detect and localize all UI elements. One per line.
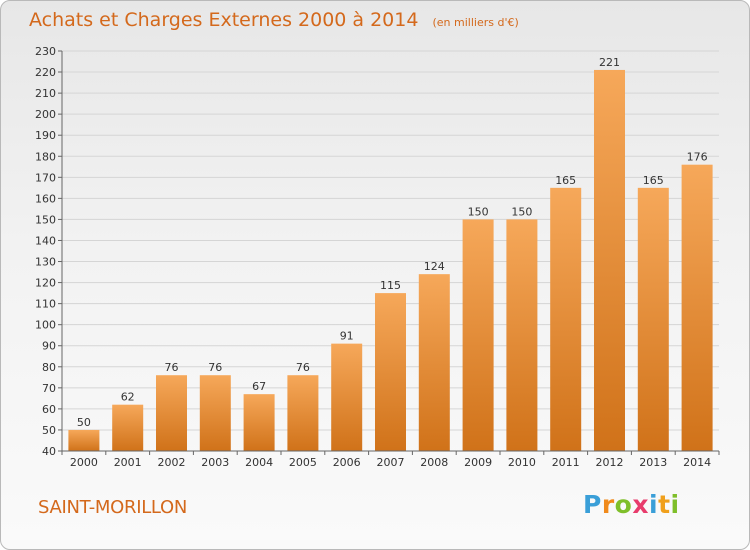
- logo-letter: t: [658, 490, 671, 519]
- x-tick-label: 2001: [114, 456, 142, 469]
- x-tick-label: 2002: [158, 456, 186, 469]
- data-label: 67: [252, 380, 266, 393]
- y-tick-label: 100: [35, 319, 56, 332]
- logo-letter: i: [670, 490, 680, 519]
- chart-title-text: Achats et Charges Externes 2000 à 2014: [29, 9, 419, 31]
- x-tick-label: 2009: [464, 456, 492, 469]
- x-tick-label: 2005: [289, 456, 317, 469]
- y-tick-label: 140: [35, 234, 56, 247]
- bar-2001: [112, 404, 144, 451]
- chart-subtitle: (en milliers d'€): [432, 16, 519, 29]
- data-label: 165: [643, 174, 664, 187]
- y-tick-label: 230: [35, 45, 56, 58]
- y-tick-label: 170: [35, 171, 56, 184]
- x-tick-label: 2003: [201, 456, 229, 469]
- logo-letter: x: [632, 490, 649, 519]
- data-labels: 50 62 76 76 67 76 91 115 124 150 150 165 221 165 176: [77, 56, 708, 429]
- town-name: SAINT-MORILLON: [38, 497, 188, 518]
- bar-2014: [681, 164, 713, 451]
- y-tick-label: 210: [35, 87, 56, 100]
- data-label: 91: [340, 330, 354, 343]
- y-tick-label: 60: [42, 403, 56, 416]
- bar-2004: [243, 394, 275, 451]
- x-tick-label: 2007: [377, 456, 405, 469]
- x-tick-label: 2014: [683, 456, 711, 469]
- y-tick-label: 40: [42, 445, 56, 458]
- bar-2008: [418, 274, 450, 451]
- x-axis-ticks: 2000 2001 2002 2003 2004 2005 2006 2007 2008 2009…: [61, 451, 720, 469]
- logo-letter: i: [649, 490, 659, 519]
- bar-2011: [550, 187, 582, 451]
- x-tick-label: 2010: [508, 456, 536, 469]
- data-label: 62: [121, 391, 135, 404]
- y-tick-label: 50: [42, 424, 56, 437]
- y-tick-label: 180: [35, 150, 56, 163]
- data-label: 76: [296, 361, 310, 374]
- chart-title: Achats et Charges Externes 2000 à 2014 (…: [29, 9, 519, 31]
- bar-2009: [462, 219, 494, 451]
- bar-2006: [331, 343, 363, 451]
- x-tick-label: 2004: [245, 456, 273, 469]
- x-tick-label: 2006: [333, 456, 361, 469]
- bar-2010: [506, 219, 538, 451]
- y-tick-label: 70: [42, 382, 56, 395]
- y-tick-label: 220: [35, 66, 56, 79]
- x-tick-label: 2013: [639, 456, 667, 469]
- y-tick-label: 130: [35, 256, 56, 269]
- x-tick-label: 2008: [420, 456, 448, 469]
- y-tick-label: 150: [35, 213, 56, 226]
- data-label: 76: [208, 361, 222, 374]
- data-label: 150: [511, 205, 532, 218]
- y-tick-label: 90: [42, 340, 56, 353]
- x-tick-label: 2011: [552, 456, 580, 469]
- data-label: 221: [599, 56, 620, 69]
- logo-letter: r: [601, 490, 615, 519]
- y-axis-ticks: 40 50 60 70 80 90 100 110 120 130 140 150 160 170 180 1…: [35, 45, 62, 458]
- bar-2007: [375, 293, 406, 451]
- y-tick-label: 190: [35, 129, 56, 142]
- bar-2005: [287, 375, 319, 451]
- x-tick-label: 2000: [70, 456, 98, 469]
- y-tick-label: 120: [35, 277, 56, 290]
- data-label: 176: [687, 151, 708, 164]
- bar-2002: [156, 375, 187, 451]
- y-tick-label: 160: [35, 192, 56, 205]
- proxiti-logo: Proxiti: [583, 490, 680, 519]
- data-label: 124: [424, 260, 445, 273]
- bar-2000: [68, 429, 100, 451]
- bar-2012: [594, 69, 625, 452]
- x-tick-label: 2012: [596, 456, 624, 469]
- bar-2013: [637, 187, 669, 451]
- data-label: 50: [77, 416, 91, 429]
- logo-letter: P: [583, 490, 602, 519]
- data-label: 150: [468, 205, 489, 218]
- data-label: 115: [380, 279, 401, 292]
- y-tick-label: 80: [42, 361, 56, 374]
- bar-2003: [199, 375, 231, 451]
- logo-letter: o: [614, 490, 633, 519]
- y-tick-label: 200: [35, 108, 56, 121]
- data-label: 76: [165, 361, 179, 374]
- data-label: 165: [555, 174, 576, 187]
- y-tick-label: 110: [35, 298, 56, 311]
- bars: [68, 69, 713, 452]
